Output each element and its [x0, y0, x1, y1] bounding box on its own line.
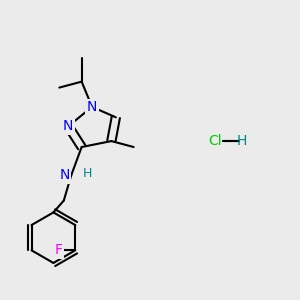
Text: N: N — [59, 168, 70, 182]
Text: H: H — [237, 134, 247, 148]
Text: H: H — [83, 167, 92, 180]
Text: N: N — [63, 119, 74, 133]
Text: N: N — [87, 100, 97, 114]
Text: Cl: Cl — [208, 134, 222, 148]
Text: F: F — [55, 243, 63, 257]
